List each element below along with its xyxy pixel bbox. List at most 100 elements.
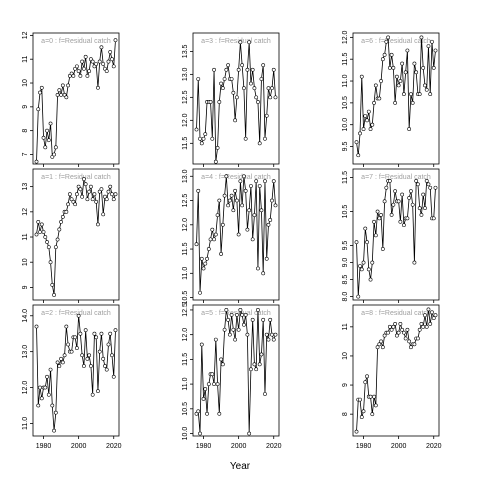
data-point [94,199,99,204]
data-point [36,220,41,224]
data-point [241,86,246,91]
data-point [52,293,56,297]
data-point [416,182,420,187]
y-tick-label: 11.5 [182,137,189,150]
data-point [249,81,253,86]
data-point [379,79,383,83]
y-tick-label: 9.5 [342,142,349,152]
data-point [377,96,382,101]
data-point [111,64,116,69]
data-point [104,367,109,372]
data-point [423,313,427,318]
data-point [76,313,81,318]
data-point [234,95,239,100]
panel-2: a=2 : f=Residual catch 11.0 12.0 13.0 14.0 19… [22,304,122,450]
data-point [372,219,376,224]
panel-8: a=8 : f=Residual catch 8 9 10 11 1980 2000 2020 [342,304,442,450]
data-point [217,198,222,203]
data-point [48,367,53,372]
y-tick-label: 7 [22,152,29,156]
data-point [39,85,44,90]
data-point [403,70,408,75]
data-point [80,194,85,199]
data-point [194,411,199,416]
data-point [229,312,234,317]
data-point [368,277,373,282]
x-axis-title: Year [230,461,251,472]
data-point [419,213,424,217]
panel-frame [352,304,440,437]
data-point [236,67,241,72]
y-tick-label: 8 [342,412,349,416]
data-point [387,324,392,329]
series-line [36,40,116,162]
x-tick-label: 2020 [426,443,442,450]
data-point [103,364,107,368]
data-point [201,266,206,271]
data-point [256,100,260,104]
data-point [222,193,227,198]
data-point [412,61,417,66]
data-point [108,331,113,336]
data-point [414,179,419,183]
data-point [261,317,266,322]
data-point [405,216,410,221]
data-point [87,353,92,358]
panel-title: a=2 : f=Residual catch [41,310,111,317]
data-point [382,333,387,338]
data-point [206,382,211,386]
data-point [241,174,246,179]
data-point [380,345,385,350]
data-point [34,324,39,329]
data-point [428,92,433,97]
y-tick-label: 11.0 [342,74,349,87]
data-point [428,322,433,326]
data-point [368,127,373,131]
data-point [393,100,398,105]
data-point [110,192,114,197]
panel-1: a=1 : f=Residual catch 9 10 11 12 13 [22,168,120,303]
data-point [219,252,223,256]
data-point [410,100,415,105]
data-point [358,264,362,268]
data-point [263,179,267,184]
data-point [250,67,255,72]
data-point [263,392,267,396]
y-tick-label: 13.5 [182,44,189,58]
data-point [57,227,62,232]
data-point [396,83,401,88]
data-point [46,245,51,249]
data-point [270,332,274,337]
data-point [365,240,369,245]
y-tick-label: 10.5 [342,96,349,110]
data-point [113,328,118,333]
data-point [264,113,269,118]
x-tick-label: 2020 [106,443,122,450]
data-point [99,187,104,192]
data-point [254,95,259,100]
data-point [389,327,394,332]
data-point [409,345,413,350]
panel-frame [32,168,120,301]
data-point [358,131,362,136]
data-point [83,182,88,187]
data-point [104,69,109,74]
data-point [424,179,429,183]
data-point [199,141,204,146]
data-point [231,90,236,95]
data-point [377,216,382,221]
data-point [199,342,204,347]
data-point [196,77,201,81]
data-point [196,409,201,414]
data-point [43,145,48,150]
data-point [85,356,90,361]
data-point [373,403,378,408]
y-tick-label: 12.0 [22,381,29,395]
data-point [238,40,243,45]
data-point [39,396,44,401]
data-point [386,35,391,40]
y-tick-label: 12.0 [342,30,349,44]
data-point [386,330,391,335]
data-point [81,364,86,368]
data-point [210,372,215,377]
